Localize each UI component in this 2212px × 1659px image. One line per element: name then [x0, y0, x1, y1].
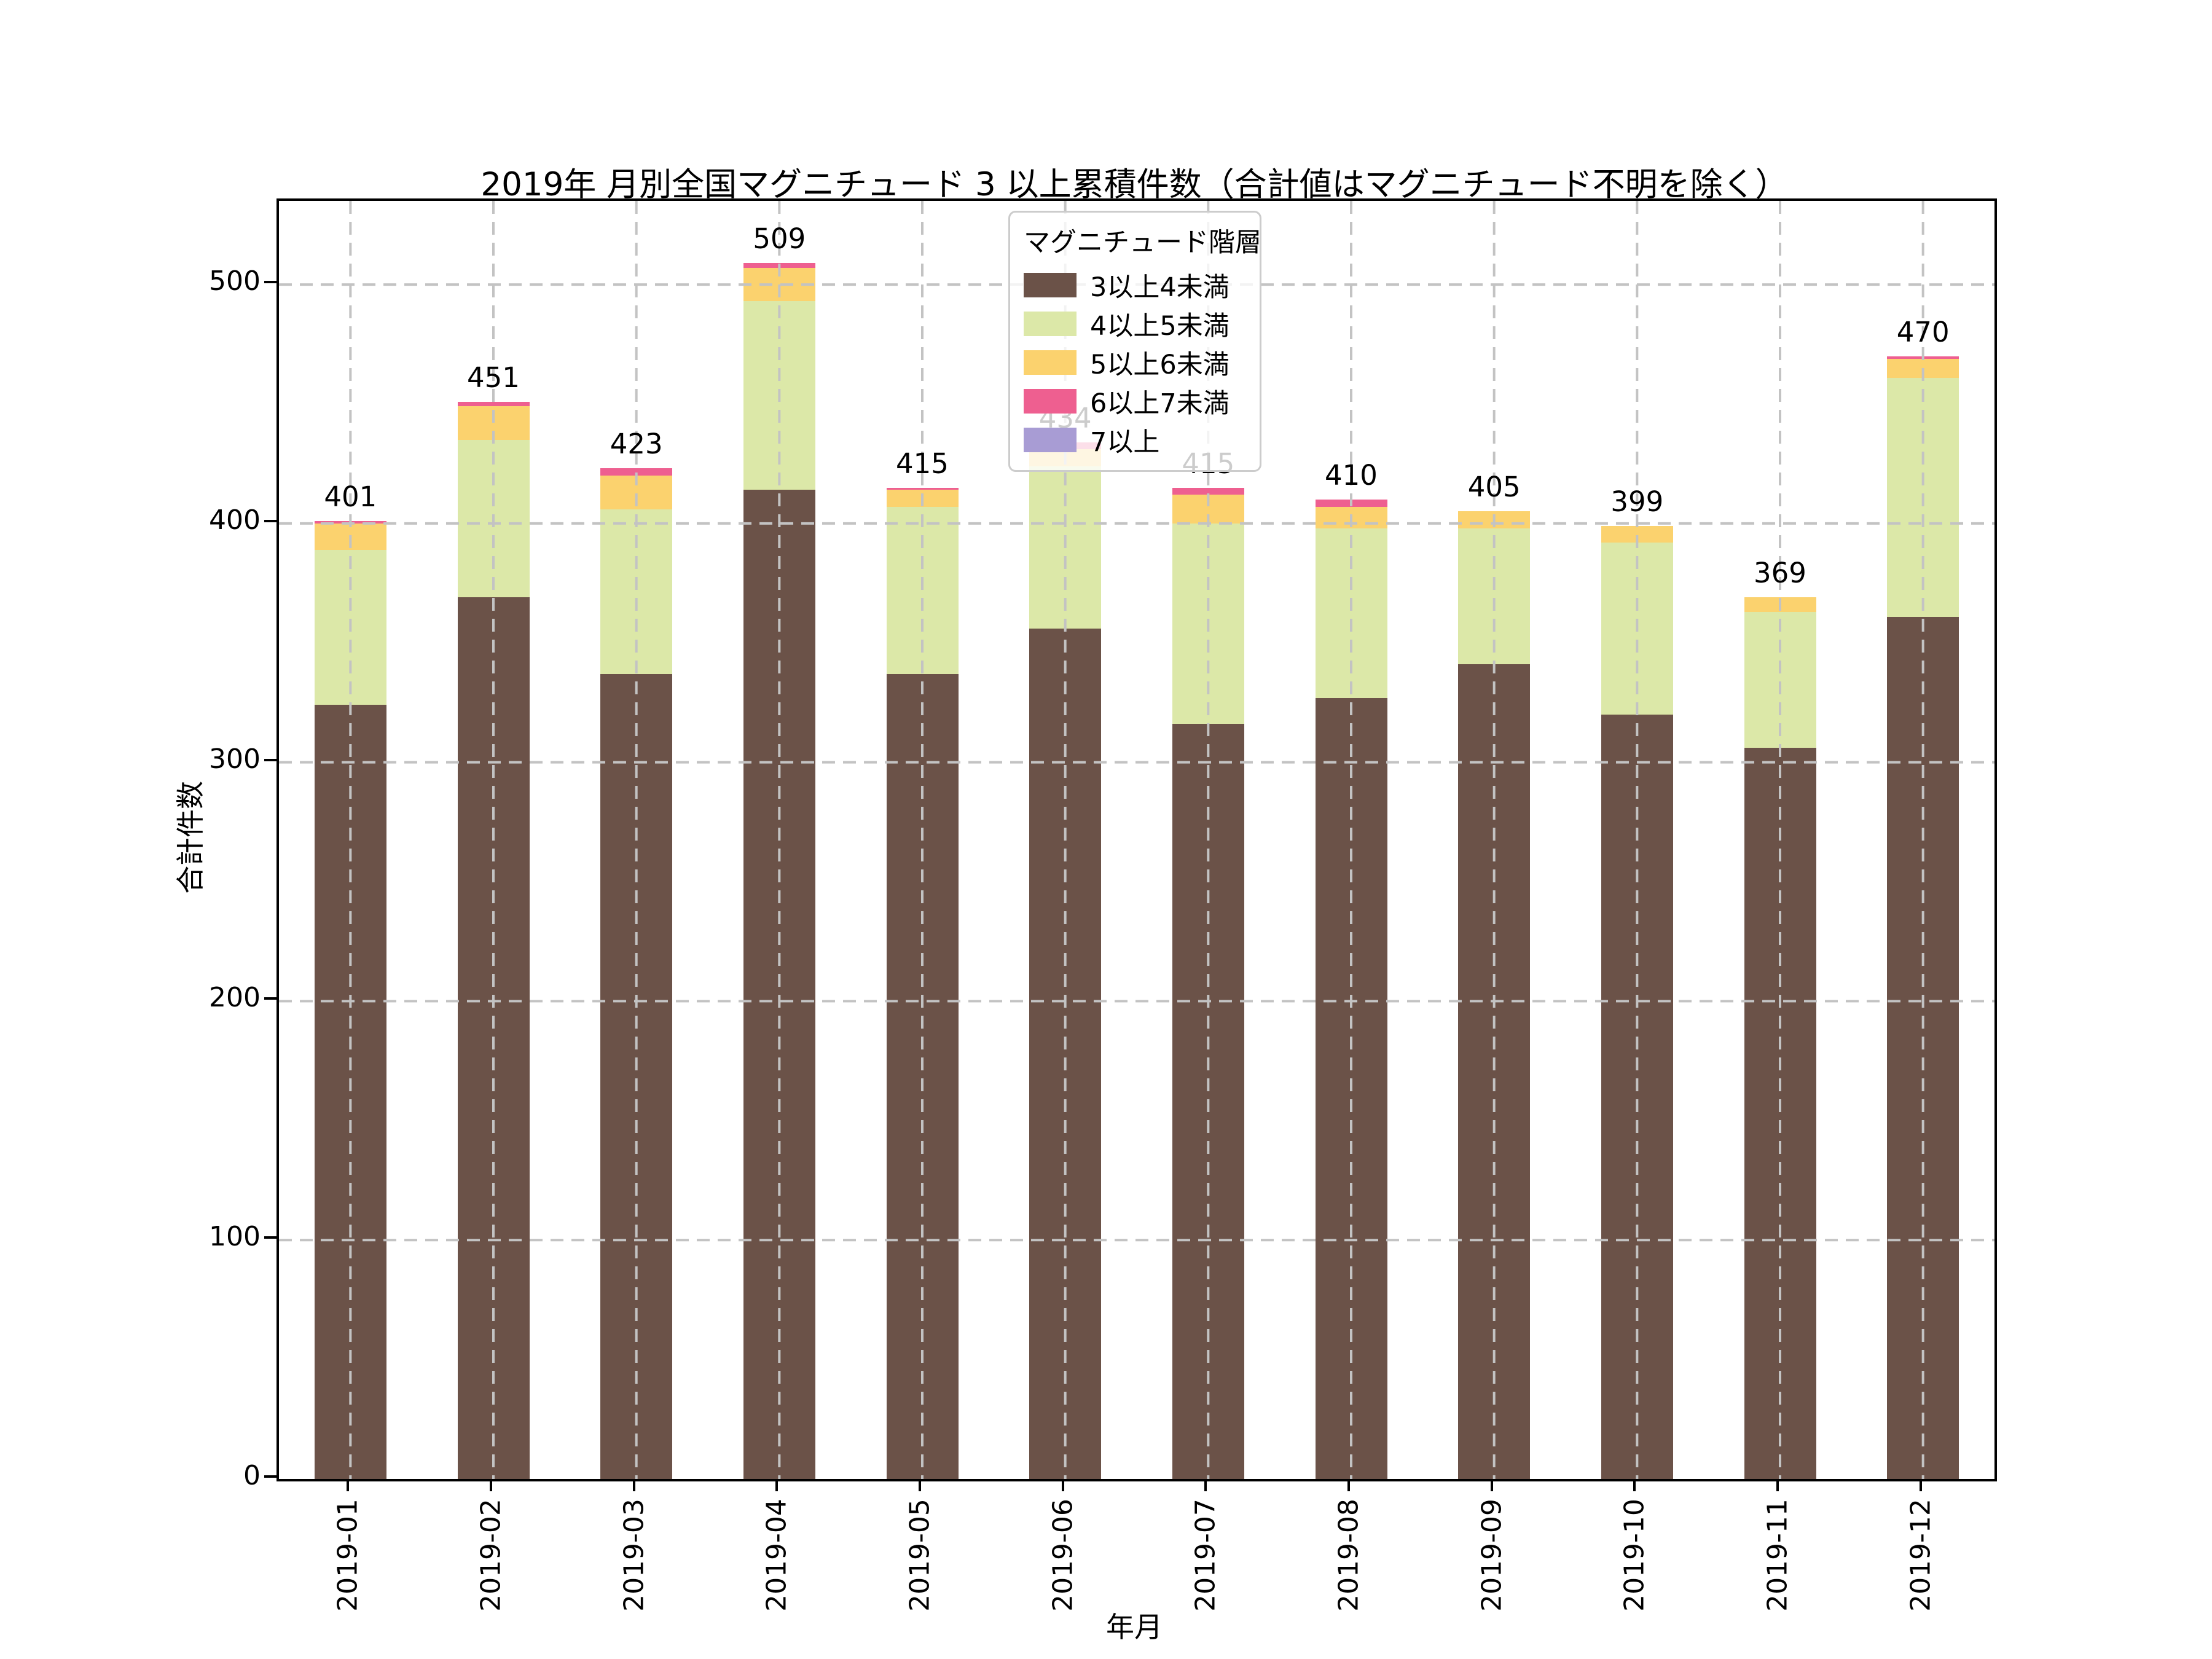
legend-label-7以上: 7以上	[1090, 426, 1160, 458]
value-label-2019-11: 369	[1754, 557, 1806, 590]
chart-title: 2019年 月別全国マグニチュード 3 以上累積件数（合計値はマグニチュード不明…	[480, 166, 1788, 203]
x-tick-label-2019-10: 2019-10	[1618, 1499, 1650, 1612]
x-tick-label-2019-08: 2019-08	[1333, 1499, 1365, 1612]
y-axis-label: 合計件数	[174, 781, 207, 894]
y-tick-label-0: 0	[243, 1460, 261, 1491]
value-label-2019-10: 399	[1610, 485, 1664, 518]
y-tick-label-300: 300	[209, 743, 261, 775]
x-tick-mark-2019-01	[347, 1479, 350, 1491]
value-label-2019-01: 401	[324, 480, 377, 513]
x-tick-mark-2019-03	[632, 1479, 635, 1491]
x-tick-mark-2019-10	[1633, 1479, 1636, 1491]
legend-label-5以上6未満: 5以上6未満	[1090, 349, 1230, 380]
y-tick-mark-400	[264, 519, 276, 522]
y-tick-mark-300	[264, 758, 276, 761]
x-tick-label-2019-04: 2019-04	[761, 1499, 793, 1612]
y-tick-label-100: 100	[209, 1221, 261, 1253]
legend-item-5以上6未満: 5以上6未満	[1024, 343, 1245, 382]
legend-item-3以上4未満: 3以上4未満	[1024, 265, 1245, 304]
x-tick-label-2019-07: 2019-07	[1190, 1499, 1222, 1612]
x-tick-label-2019-03: 2019-03	[618, 1499, 650, 1612]
value-label-2019-08: 410	[1325, 458, 1378, 492]
x-tick-mark-2019-04	[775, 1479, 779, 1491]
value-label-2019-03: 423	[610, 428, 663, 461]
legend-swatch-4以上5未満	[1024, 311, 1077, 336]
legend-item-6以上7未満: 6以上7未満	[1024, 382, 1245, 420]
y-tick-label-200: 200	[209, 982, 261, 1014]
legend-swatch-6以上7未満	[1024, 388, 1077, 414]
x-tick-mark-2019-08	[1347, 1479, 1350, 1491]
value-label-2019-02: 451	[467, 361, 520, 394]
x-tick-mark-2019-02	[490, 1479, 492, 1491]
x-tick-label-2019-12: 2019-12	[1905, 1499, 1937, 1612]
y-tick-mark-0	[264, 1475, 276, 1478]
x-tick-label-2019-06: 2019-06	[1047, 1499, 1079, 1612]
y-tick-mark-500	[264, 281, 276, 284]
legend-items: 3以上4未満 4以上5未満 5以上6未満 6以上7未満 7以上	[1024, 265, 1245, 459]
y-tick-mark-100	[264, 1236, 276, 1239]
x-tick-label-2019-01: 2019-01	[332, 1499, 364, 1612]
x-tick-mark-2019-06	[1061, 1479, 1064, 1491]
x-tick-mark-2019-09	[1490, 1479, 1493, 1491]
x-tick-mark-2019-12	[1919, 1479, 1922, 1491]
value-label-2019-12: 470	[1896, 315, 1950, 348]
x-tick-label-2019-09: 2019-09	[1476, 1499, 1508, 1612]
legend-item-4以上5未満: 4以上5未満	[1024, 304, 1245, 343]
legend-label-6以上7未満: 6以上7未満	[1090, 388, 1230, 419]
legend-item-7以上: 7以上	[1024, 420, 1245, 459]
x-axis-label: 年月	[1106, 1610, 1163, 1644]
legend-label-4以上5未満: 4以上5未満	[1090, 310, 1230, 342]
legend-swatch-7以上	[1024, 427, 1077, 452]
x-tick-label-2019-05: 2019-05	[904, 1499, 936, 1612]
value-label-2019-05: 415	[896, 447, 949, 480]
legend-title: マグニチュード階層	[1024, 227, 1261, 258]
y-tick-label-500: 500	[209, 265, 261, 297]
legend-swatch-3以上4未満	[1024, 272, 1077, 297]
x-tick-label-2019-11: 2019-11	[1762, 1499, 1794, 1612]
x-tick-mark-2019-11	[1776, 1479, 1779, 1491]
value-label-2019-04: 509	[753, 222, 806, 256]
x-tick-label-2019-02: 2019-02	[475, 1499, 507, 1612]
legend-swatch-5以上6未満	[1024, 350, 1077, 375]
y-tick-mark-200	[264, 997, 276, 1000]
legend: マグニチュード階層 3以上4未満 4以上5未満 5以上6未満 6以上7未満 7以上	[1008, 211, 1261, 472]
x-tick-mark-2019-05	[919, 1479, 921, 1491]
y-tick-label-400: 400	[209, 504, 261, 536]
legend-label-3以上4未満: 3以上4未満	[1090, 272, 1230, 303]
x-tick-mark-2019-07	[1204, 1479, 1207, 1491]
value-label-2019-09: 405	[1467, 471, 1521, 504]
